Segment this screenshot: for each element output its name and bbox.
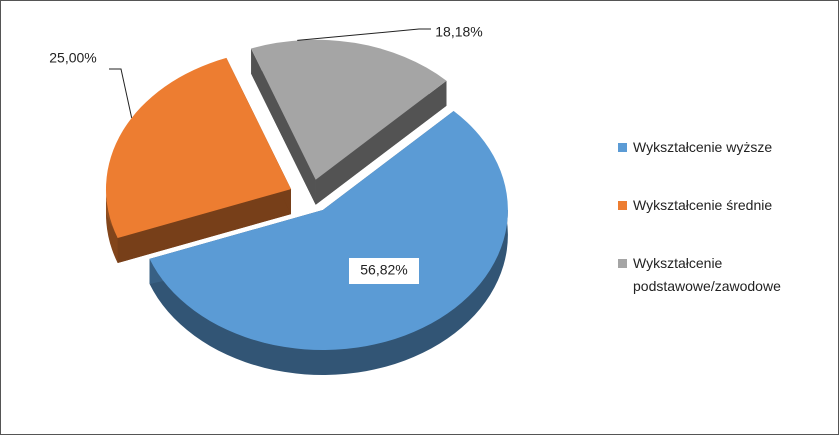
value-label: 25,00% bbox=[49, 50, 96, 66]
legend-label: Wykształcenie podstawowe/zawodowe bbox=[633, 255, 781, 294]
slice-wall bbox=[105, 189, 118, 238]
slice-side bbox=[251, 48, 316, 205]
slice-side bbox=[315, 80, 447, 205]
legend-item: Wykształcenie podstawowe/zawodowe bbox=[618, 252, 823, 298]
value-label: 56,82% bbox=[360, 262, 407, 278]
legend-swatch bbox=[618, 143, 627, 152]
slice bbox=[149, 111, 508, 351]
slice bbox=[251, 39, 447, 180]
legend-swatch bbox=[618, 259, 627, 268]
leader-line bbox=[109, 68, 133, 119]
legend-item: Wykształcenie wyższe bbox=[618, 136, 823, 159]
legend-label: Wykształcenie średnie bbox=[633, 197, 773, 213]
legend-item: Wykształcenie średnie bbox=[618, 194, 823, 217]
value-label: 18,18% bbox=[435, 24, 482, 40]
legend: Wykształcenie wyższe Wykształcenie średni… bbox=[618, 136, 823, 333]
value-label-box bbox=[349, 258, 419, 284]
slice bbox=[105, 57, 291, 238]
legend-label: Wykształcenie wyższe bbox=[633, 139, 773, 155]
leader-line bbox=[297, 28, 431, 41]
legend-swatch bbox=[618, 201, 627, 210]
slice-side bbox=[117, 189, 291, 263]
